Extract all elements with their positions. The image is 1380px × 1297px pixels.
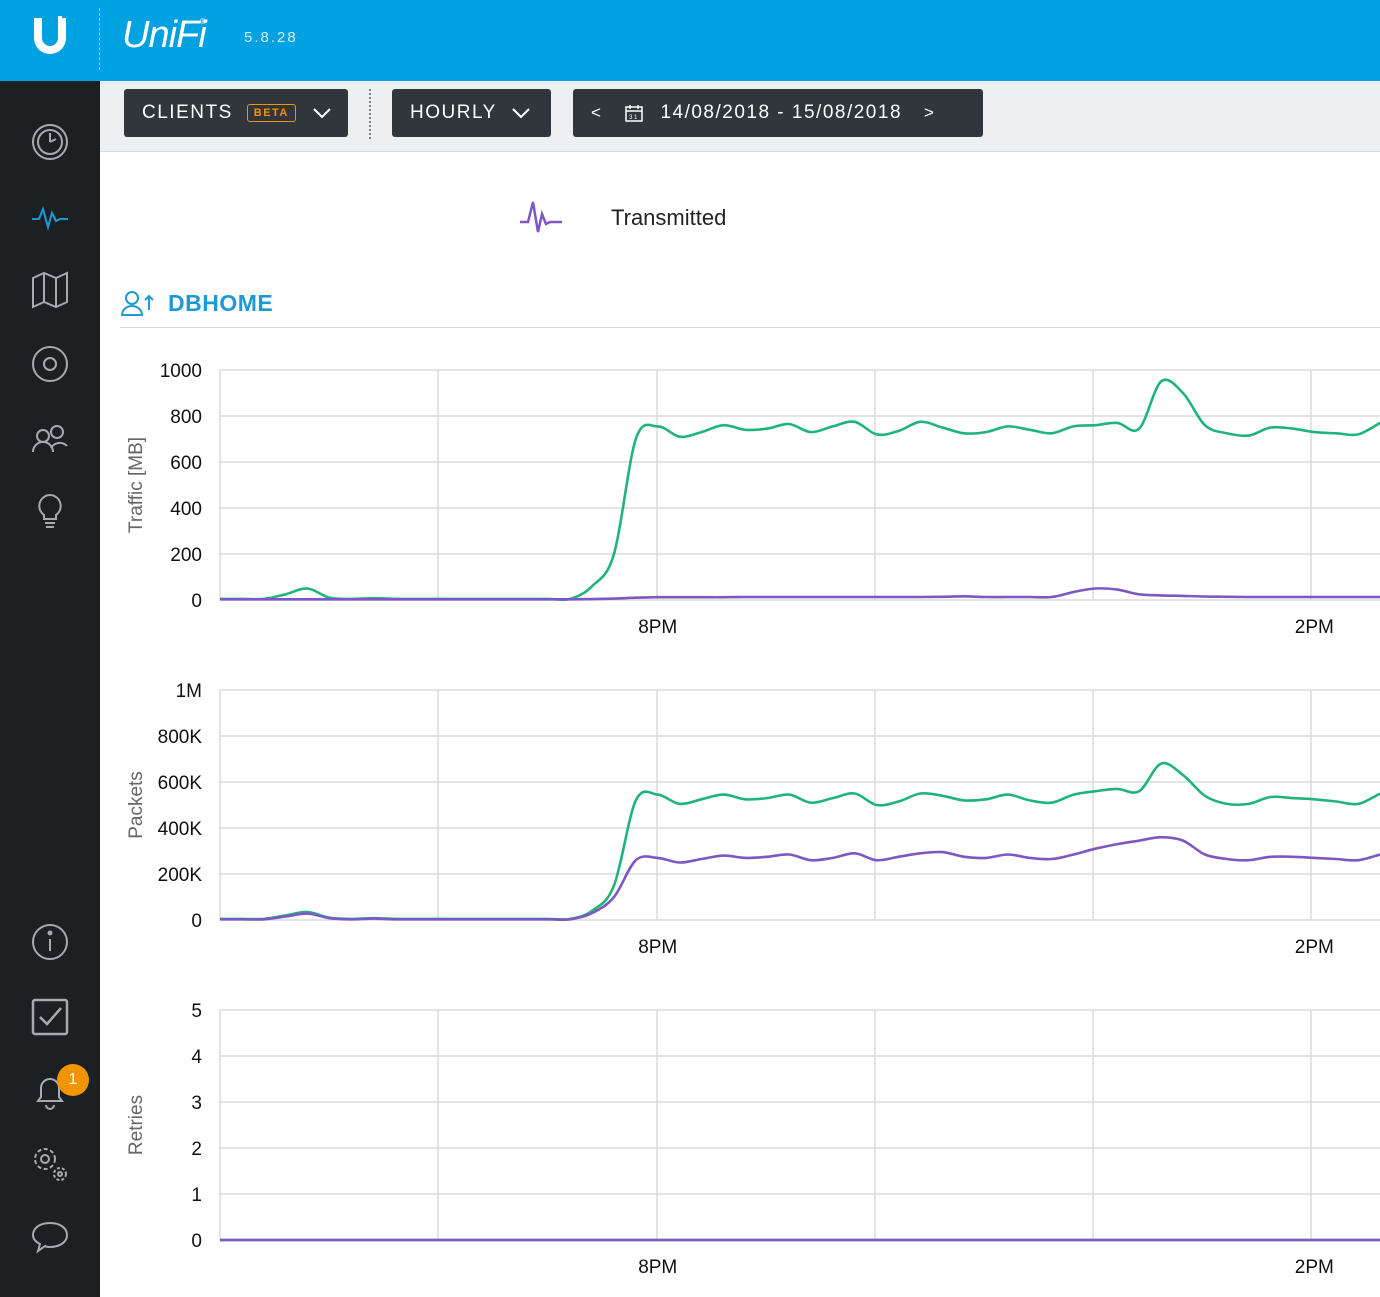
info-icon[interactable] — [25, 917, 75, 967]
y-axis-label: Traffic [MB] — [126, 437, 147, 533]
top-bar: UniFi ® 5.8.28 — [0, 0, 1380, 81]
y-tick-label: 0 — [191, 1231, 202, 1252]
x-tick-label: 2PM — [1295, 617, 1334, 638]
calendar-icon: 31 — [625, 105, 644, 122]
y-tick-label: 5 — [191, 1001, 202, 1022]
chevron-down-icon — [313, 108, 331, 119]
client-name-heading[interactable]: DBHOME — [168, 290, 274, 316]
received-series-line — [220, 378, 1380, 602]
dashboard-icon[interactable] — [25, 117, 75, 167]
calendar-day: 31 — [630, 115, 640, 121]
date-range-selector[interactable]: < 31 14/08/2018 - 15/08/2018 > — [573, 89, 983, 137]
transmitted-series-line — [220, 587, 1380, 601]
y-tick-label: 800 — [170, 407, 202, 428]
y-axis-label: Packets — [126, 771, 147, 839]
alerts-count-badge: 1 — [57, 1064, 89, 1096]
clients-dropdown[interactable]: CLIENTS BETA — [124, 89, 348, 137]
previous-range-button[interactable]: < — [591, 103, 603, 122]
x-tick-label: 2PM — [1295, 937, 1334, 958]
devices-icon[interactable] — [25, 339, 75, 389]
x-tick-label: 2PM — [1295, 1257, 1334, 1278]
y-tick-label: 4 — [191, 1047, 202, 1068]
y-tick-label: 2 — [191, 1139, 202, 1160]
beta-badge: BETA — [246, 104, 296, 122]
y-tick-label: 200K — [158, 865, 203, 886]
version-label: 5.8.28 — [244, 29, 298, 46]
y-tick-label: 600K — [158, 773, 203, 794]
interval-dropdown-label: HOURLY — [410, 102, 497, 123]
y-tick-label: 0 — [191, 911, 202, 932]
interval-dropdown[interactable]: HOURLY — [392, 89, 551, 137]
y-tick-label: 800K — [158, 727, 203, 748]
tasks-icon[interactable] — [25, 992, 75, 1042]
y-axis-label: Retries — [126, 1095, 147, 1155]
clients-icon[interactable] — [25, 413, 75, 463]
topbar-divider — [99, 8, 100, 70]
ubiquiti-logo-icon[interactable] — [28, 14, 72, 58]
y-tick-label: 0 — [191, 591, 202, 612]
chevron-down-icon — [512, 108, 530, 119]
transmitted-legend-icon — [520, 201, 562, 233]
x-tick-label: 8PM — [638, 1257, 677, 1278]
y-tick-label: 3 — [191, 1093, 202, 1114]
next-range-button[interactable]: > — [924, 103, 936, 122]
x-tick-label: 8PM — [638, 937, 677, 958]
x-tick-label: 8PM — [638, 617, 677, 638]
brand-logo[interactable]: UniFi — [122, 14, 207, 56]
statistics-icon[interactable] — [25, 192, 75, 242]
insights-icon[interactable] — [25, 486, 75, 536]
section-divider — [120, 327, 1380, 328]
date-range-label: 14/08/2018 - 15/08/2018 — [660, 102, 903, 123]
brand-registered-mark: ® — [200, 17, 206, 26]
received-series-line — [219, 761, 1380, 921]
transmitted-series-line — [219, 835, 1380, 922]
y-tick-label: 1 — [191, 1185, 202, 1206]
toolbar: CLIENTS BETA HOURLY < 31 14/08/2018 - 15… — [100, 81, 1380, 152]
toolbar-divider — [369, 89, 371, 139]
y-tick-label: 400 — [170, 499, 202, 520]
chat-icon[interactable] — [25, 1212, 75, 1262]
transmitted-legend-label[interactable]: Transmitted — [611, 205, 727, 230]
y-tick-label: 1000 — [160, 361, 202, 382]
y-tick-label: 400K — [158, 819, 203, 840]
y-tick-label: 600 — [170, 453, 202, 474]
y-tick-label: 200 — [170, 545, 202, 566]
client-icon — [120, 291, 154, 316]
sidebar — [0, 81, 100, 1297]
map-icon[interactable] — [25, 265, 75, 315]
settings-icon[interactable] — [25, 1139, 75, 1189]
y-tick-label: 1M — [176, 681, 202, 702]
clients-dropdown-label: CLIENTS — [142, 102, 233, 123]
